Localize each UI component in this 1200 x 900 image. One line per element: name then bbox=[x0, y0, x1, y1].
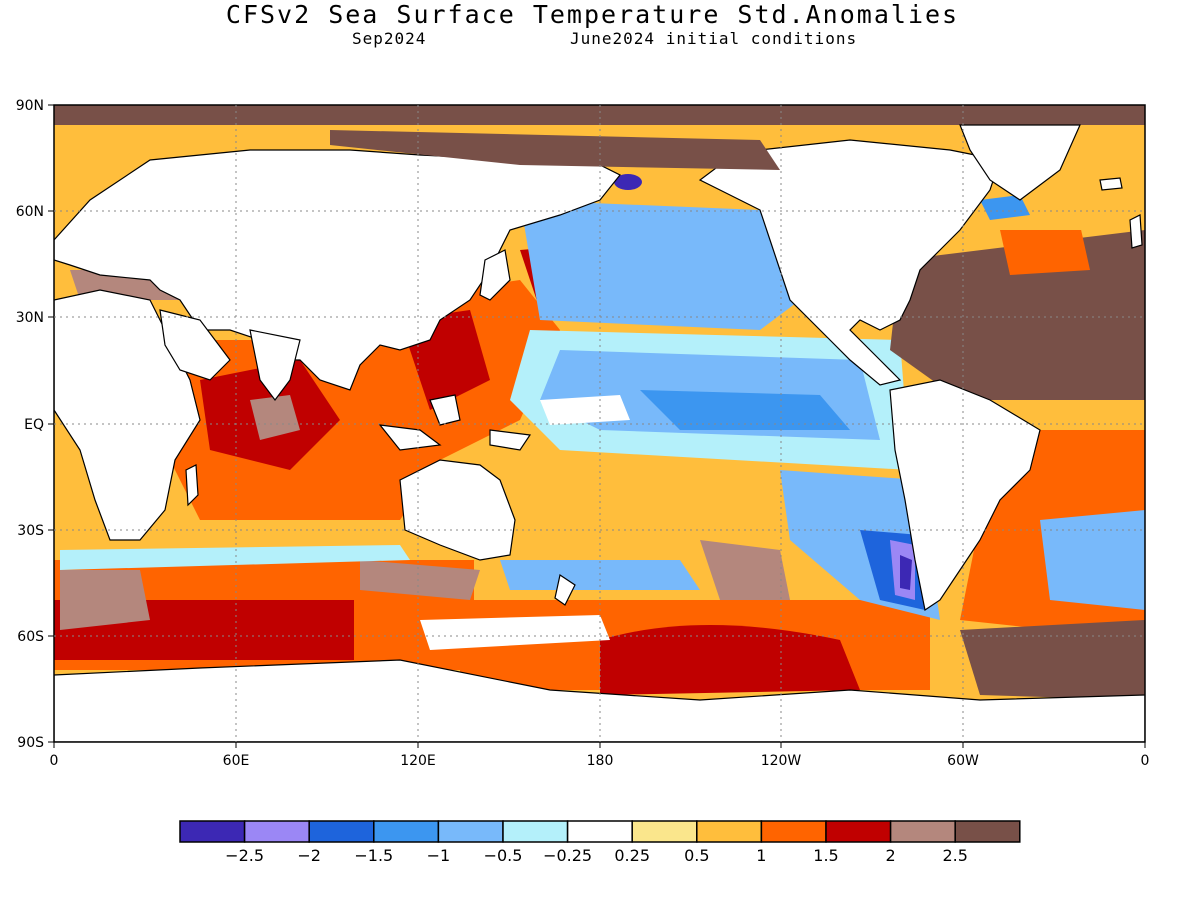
land-new-guinea bbox=[489, 429, 532, 451]
colorbar-label: 0.5 bbox=[684, 846, 709, 865]
colorbar: −2.5 −2 −1.5 −1 −0.5 −0.25 0.25 0.5 1 1.5 2 2.5 bbox=[179, 820, 1021, 865]
land-borneo bbox=[429, 394, 461, 426]
lat-label: 60S bbox=[17, 629, 44, 645]
equatorial-cool-strong bbox=[640, 390, 850, 430]
colorbar-label: −2.5 bbox=[225, 846, 264, 865]
lon-label: 180 bbox=[587, 753, 614, 769]
colorbar-swatch bbox=[825, 820, 892, 843]
colorbar-swatch bbox=[437, 820, 504, 843]
gridlines bbox=[54, 105, 1145, 742]
lat-label: 30S bbox=[17, 523, 44, 539]
colorbar-swatch bbox=[566, 820, 633, 843]
colorbar-label: −0.5 bbox=[484, 846, 523, 865]
southern-cool-streak-1 bbox=[60, 545, 410, 570]
southern-pacific-red bbox=[600, 625, 860, 695]
land-africa bbox=[54, 289, 201, 541]
land-iceland bbox=[1099, 177, 1123, 191]
longitude-labels: 0 60E 120E 180 120W 60W 0 bbox=[50, 753, 1150, 769]
axis-ticks bbox=[48, 104, 1146, 748]
colorbar-swatch bbox=[243, 820, 310, 843]
lat-label: 30N bbox=[16, 310, 44, 326]
colorbar-label: 1.5 bbox=[813, 846, 838, 865]
s-atl-brown-1 bbox=[60, 570, 150, 630]
colorbar-label: 0.25 bbox=[614, 846, 650, 865]
north-atlantic-brown bbox=[890, 230, 1145, 400]
colorbar-swatch bbox=[760, 820, 827, 843]
lon-label: 0 bbox=[50, 753, 59, 769]
colorbar-label: −0.25 bbox=[543, 846, 592, 865]
arctic-ice-cap bbox=[54, 105, 1145, 123]
colorbar-swatch bbox=[502, 820, 569, 843]
colorbar-label: 1 bbox=[756, 846, 766, 865]
land-north-america bbox=[698, 139, 1001, 386]
colorbar-swatch bbox=[631, 820, 698, 843]
north-pacific-cool bbox=[520, 200, 800, 330]
lat-label: 90N bbox=[16, 98, 44, 114]
bering-cold bbox=[614, 174, 642, 190]
colorbar-label: −1 bbox=[427, 846, 451, 865]
land-uk bbox=[1129, 214, 1143, 249]
indian-ocean-brown bbox=[250, 395, 300, 440]
south-atlantic-cool bbox=[1040, 510, 1145, 610]
land-south-america bbox=[889, 379, 1041, 611]
land-arabia bbox=[159, 309, 231, 381]
land-new-zealand bbox=[554, 574, 576, 606]
colorbar-swatch bbox=[179, 820, 246, 843]
subpolar-atlantic-cool bbox=[980, 195, 1030, 220]
south-atlantic-brown bbox=[960, 620, 1145, 700]
equatorial-neutral bbox=[540, 395, 630, 425]
colorbar-label: −1.5 bbox=[354, 846, 393, 865]
lat-label: 60N bbox=[16, 204, 44, 220]
colorbar-label: 2.5 bbox=[942, 846, 967, 865]
colorbar-label: −2 bbox=[297, 846, 321, 865]
land-indonesia bbox=[378, 424, 442, 451]
colorbar-swatch bbox=[889, 820, 956, 843]
colorbar-swatch bbox=[373, 820, 440, 843]
s-pacific-brown-1 bbox=[700, 540, 790, 600]
colorbar-swatch bbox=[696, 820, 763, 843]
s-indian-brown-1 bbox=[360, 560, 480, 600]
latitude-labels: 90N 60N 30N EQ 30S 60S 90S bbox=[16, 98, 44, 751]
se-pacific-cool-darkest bbox=[900, 555, 912, 590]
colorbar-label: 2 bbox=[886, 846, 896, 865]
map-title: CFSv2 Sea Surface Temperature Std.Anomal… bbox=[225, 0, 960, 29]
lon-label: 0 bbox=[1141, 753, 1150, 769]
southern-neutral-streak bbox=[420, 615, 610, 650]
colorbar-swatch bbox=[954, 820, 1021, 843]
land-japan bbox=[479, 249, 511, 301]
forecast-month: Sep2024 bbox=[352, 29, 427, 48]
lon-label: 60E bbox=[223, 753, 250, 769]
north-atlantic-orange bbox=[1000, 225, 1090, 275]
lon-label: 120W bbox=[761, 753, 802, 769]
land-india bbox=[249, 329, 301, 401]
map-field bbox=[54, 105, 1145, 742]
lat-label: 90S bbox=[17, 735, 44, 751]
lat-label: EQ bbox=[24, 417, 44, 433]
colorbar-swatch bbox=[308, 820, 375, 843]
lon-label: 60W bbox=[947, 753, 979, 769]
lon-label: 120E bbox=[400, 753, 436, 769]
land-madagascar bbox=[185, 464, 199, 507]
land-greenland bbox=[959, 124, 1081, 201]
land-australia bbox=[399, 459, 516, 561]
initial-conditions: June2024 initial conditions bbox=[570, 29, 858, 48]
arctic-siberia-brown bbox=[330, 130, 780, 170]
